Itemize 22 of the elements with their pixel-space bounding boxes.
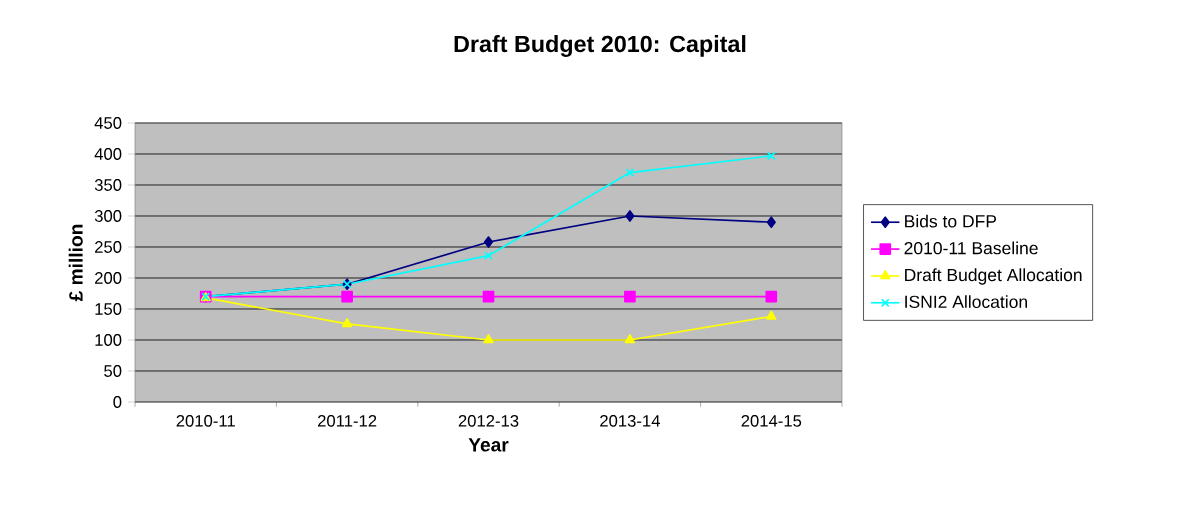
x-tick-label: 2011-12 xyxy=(317,414,377,427)
y-tick-label: 200 xyxy=(95,272,122,284)
y-tick-label: 100 xyxy=(95,334,122,346)
y-tick-label: 0 xyxy=(113,396,122,408)
y-tick-label: 150 xyxy=(95,303,122,315)
x-tick-label: 2012-13 xyxy=(458,414,519,427)
y-tick-label: 50 xyxy=(104,365,122,377)
y-axis-title: £ million xyxy=(68,224,83,302)
x-tick-label: 2014-15 xyxy=(741,414,802,427)
legend-label: Bids to DFP xyxy=(905,214,997,228)
legend-label: ISNI2 Allocation xyxy=(905,295,1027,309)
y-tick-label: 250 xyxy=(95,241,122,253)
legend-label: 2010-11 Baseline xyxy=(904,241,1038,255)
x-tick-label: 2010-11 xyxy=(176,414,235,427)
y-tick-label: 300 xyxy=(94,210,122,222)
y-tick-label: 400 xyxy=(94,148,122,160)
x-tick-label: 2013-14 xyxy=(600,414,660,427)
y-tick-label: 350 xyxy=(94,179,122,191)
chart-title: Draft Budget 2010: Capital xyxy=(454,35,746,57)
x-axis-title: Year xyxy=(468,438,509,452)
y-tick-label: 450 xyxy=(94,117,122,129)
legend-label: Draft Budget Allocation xyxy=(905,268,1082,285)
